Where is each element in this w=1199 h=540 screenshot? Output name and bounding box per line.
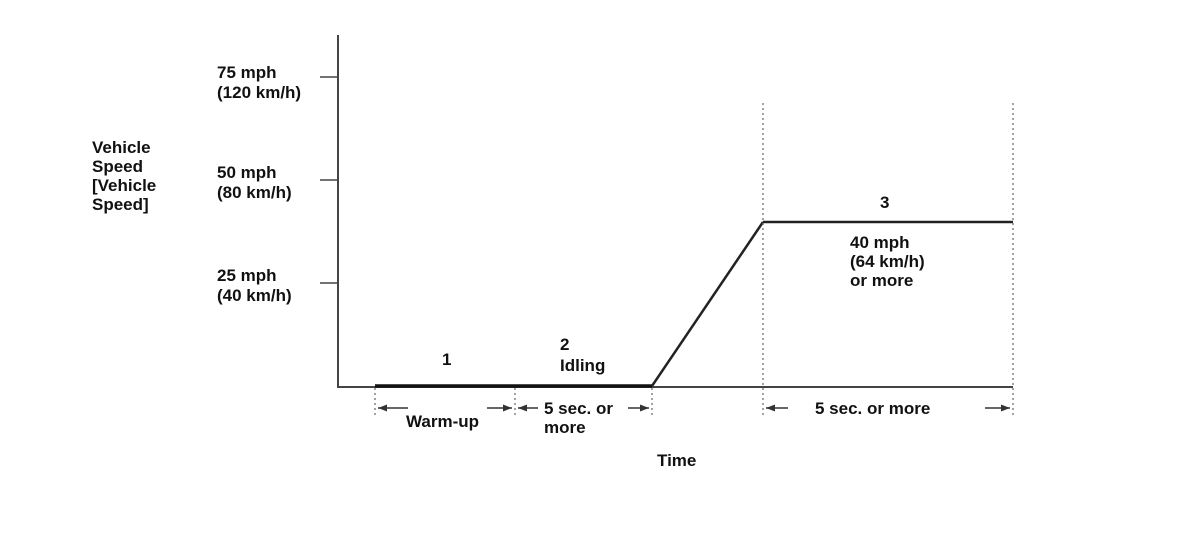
idle-span-label-line-1: 5 sec. or	[544, 399, 613, 418]
y-tick-label-50-kmh: (80 km/h)	[217, 183, 292, 202]
phase-2-name: Idling	[560, 356, 605, 375]
y-axis-title-line-2: Speed	[92, 157, 143, 176]
y-axis-title-line-1: Vehicle	[92, 138, 151, 157]
idle-span-label-line-2: more	[544, 418, 586, 437]
cruise-span-label: 5 sec. or more	[815, 399, 930, 418]
phase-2-number: 2	[560, 335, 569, 354]
phase-3-number: 3	[880, 193, 889, 212]
phase-3-condition-line-2: (64 km/h)	[850, 252, 925, 271]
y-axis-title: Vehicle Speed [Vehicle Speed]	[92, 138, 156, 214]
y-axis-title-line-4: Speed]	[92, 195, 149, 214]
acceleration-ramp	[650, 221, 765, 387]
y-tick-label-25-kmh: (40 km/h)	[217, 286, 292, 305]
y-tick-label-75-mph: 75 mph	[217, 63, 277, 82]
phase-3-condition-line-3: or more	[850, 271, 913, 290]
cruise-span-arrows	[766, 404, 1010, 412]
warmup-span-arrows	[378, 404, 512, 412]
phase-1-number: 1	[442, 350, 451, 369]
warmup-span-label: Warm-up	[406, 412, 479, 431]
x-axis-title: Time	[657, 451, 696, 470]
y-tick-label-75-kmh: (120 km/h)	[217, 83, 301, 102]
phase-3-condition-line-1: 40 mph	[850, 233, 910, 252]
y-tick-label-25-mph: 25 mph	[217, 266, 277, 285]
y-axis-title-line-3: [Vehicle	[92, 176, 156, 195]
y-tick-label-50-mph: 50 mph	[217, 163, 277, 182]
idle-span-arrows	[518, 404, 649, 412]
